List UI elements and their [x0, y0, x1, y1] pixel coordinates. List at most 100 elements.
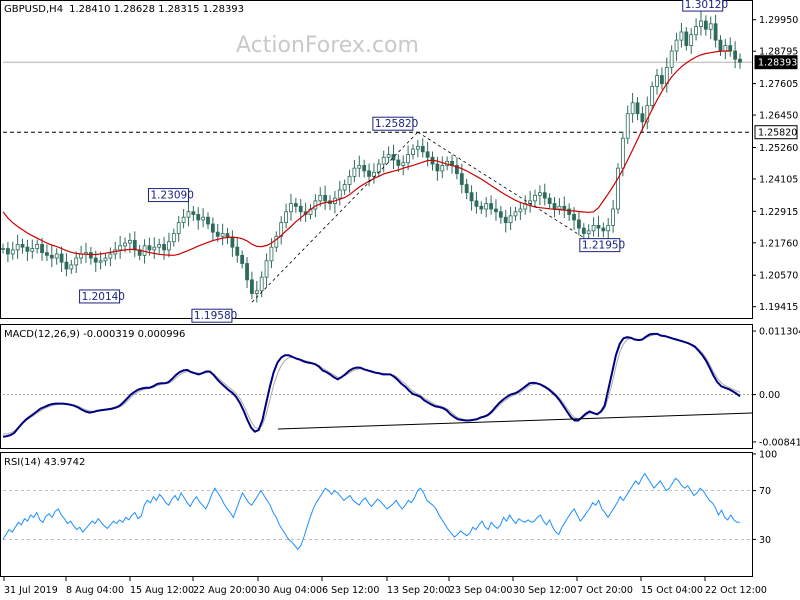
candle-body [269, 246, 274, 262]
price-title: GBPUSD,H4 1.28410 1.28628 1.28315 1.28393 [4, 4, 244, 15]
candle-body [455, 165, 459, 175]
candle-body [479, 205, 484, 210]
candle-body [298, 205, 303, 213]
candle-body [284, 211, 288, 224]
y-tick-label: 1.19415 [759, 302, 798, 313]
candle-body [25, 246, 30, 252]
candle-body [557, 205, 562, 210]
rsi-title: RSI(14) 43.9742 [4, 457, 85, 468]
candle-body [45, 252, 49, 256]
candle-body [464, 184, 469, 194]
candle-body [206, 216, 210, 225]
candle-body [235, 246, 240, 256]
price-label: 1.30120 [682, 0, 728, 12]
svg-text:1.25820: 1.25820 [758, 128, 797, 139]
candle-body [230, 237, 235, 248]
candle-body [728, 45, 733, 52]
price-pane [0, 0, 753, 319]
candle-body [1, 248, 5, 250]
candle-body [674, 39, 679, 52]
candle-body [152, 246, 157, 251]
candle-body [611, 208, 615, 226]
candle-body [733, 50, 738, 60]
candle-body [181, 216, 186, 224]
candle-body [586, 230, 591, 234]
candle-body [250, 279, 254, 294]
candle-body [562, 205, 567, 210]
candle-body [591, 224, 596, 232]
candle-body [572, 214, 576, 221]
candle-body [59, 253, 64, 263]
x-tick-label: 31 Jul 2019 [4, 585, 58, 596]
candle-body [655, 75, 659, 87]
candle-body [489, 203, 493, 210]
candle-body [435, 163, 440, 172]
candle-body [162, 244, 166, 251]
candle-body [147, 245, 152, 251]
candle-body [157, 244, 162, 248]
candle-body [362, 165, 367, 172]
candle-body [620, 137, 625, 169]
candle-body [723, 45, 728, 52]
candle-body [630, 102, 635, 115]
candle-body [201, 216, 206, 221]
x-tick-label: 22 Aug 20:00 [193, 585, 257, 596]
candle-body [342, 184, 347, 191]
candle-body [352, 167, 357, 177]
candle-body [650, 86, 655, 106]
y-tick-label: 0.011304 [759, 327, 800, 338]
candle-body [215, 231, 220, 237]
price-label: 1.25820 [372, 116, 418, 131]
candle-body [30, 248, 35, 252]
candle-body [552, 203, 557, 210]
x-tick-label: 8 Aug 04:00 [66, 585, 124, 596]
y-tick-label: 1.21760 [759, 238, 798, 249]
candle-body [660, 75, 664, 85]
axis-price-box: 1.28393 [754, 55, 798, 70]
candle-body [469, 192, 474, 202]
candle-body [420, 145, 425, 153]
candle-body [596, 224, 601, 229]
candle-body [49, 254, 54, 259]
candle-body [293, 203, 298, 207]
candle-body [694, 26, 698, 36]
candle-body [54, 253, 59, 259]
candle-body [245, 263, 249, 281]
y-tick-label: 1.22915 [759, 207, 798, 218]
candle-body [616, 167, 620, 210]
x-tick-label: 30 Sep 12:00 [513, 585, 576, 596]
candle-body [415, 145, 420, 150]
candle-body [103, 257, 108, 262]
candle-body [191, 211, 196, 215]
candle-body [640, 113, 645, 123]
moving-average-line [2, 50, 731, 256]
candle-body [718, 39, 723, 52]
candle-body [425, 151, 430, 158]
price-series: 1.30120 1.25820 1.23090 1.21950 1.20140 1.195… [1, 0, 752, 323]
y-tick-label: 30 [759, 535, 771, 546]
y-tick-label: 1.27605 [759, 79, 798, 90]
candle-body [381, 156, 386, 165]
candle-body [93, 257, 98, 263]
watermark: ActionForex.com [236, 33, 419, 58]
candle-body [64, 261, 69, 270]
candle-body [411, 148, 415, 155]
x-tick-label: 22 Oct 12:00 [705, 585, 767, 596]
candle-body [20, 244, 25, 248]
y-tick-label: -0.008416 [759, 437, 800, 448]
x-tick-label: 6 Sep 12:00 [322, 585, 379, 596]
rsi-line [2, 472, 740, 550]
candle-body [508, 215, 513, 224]
y-tick-label: 1.24105 [759, 174, 798, 185]
candle-body [323, 195, 328, 202]
svg-text:1.25820: 1.25820 [375, 118, 418, 130]
candle-body [254, 290, 259, 294]
candle-body [391, 154, 396, 161]
symbol-label: GBPUSD,H4 [4, 4, 63, 15]
candle-body [176, 222, 181, 234]
candle-body [440, 165, 445, 172]
candle-body [220, 233, 225, 237]
y-tick-label: 1.20570 [759, 271, 798, 282]
price-label: 1.20140 [79, 289, 125, 304]
candle-body [581, 227, 586, 234]
